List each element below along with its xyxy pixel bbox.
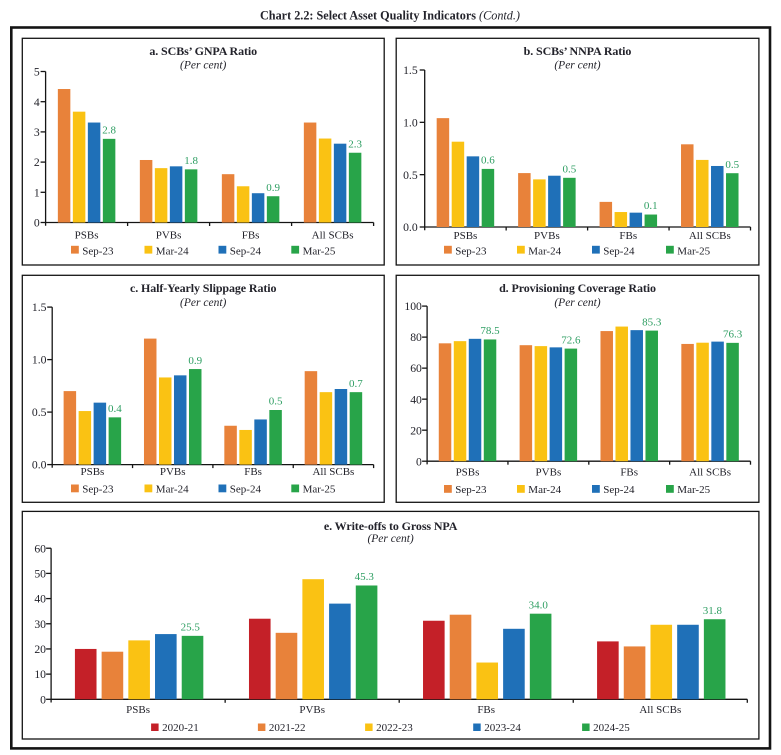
svg-text:0.5: 0.5 (563, 164, 577, 176)
svg-text:Sep-23: Sep-23 (455, 484, 487, 496)
svg-text:Chart 2.2: Select Asset Qualit: Chart 2.2: Select Asset Quality Indicato… (260, 8, 520, 22)
svg-text:78.5: 78.5 (480, 325, 500, 337)
svg-text:FBs: FBs (477, 704, 495, 716)
svg-text:2022-23: 2022-23 (376, 722, 413, 734)
svg-text:0.5: 0.5 (403, 169, 418, 182)
svg-text:Mar-24: Mar-24 (156, 483, 189, 495)
svg-text:2: 2 (34, 156, 40, 169)
svg-text:0.5: 0.5 (269, 396, 283, 408)
svg-text:60: 60 (410, 362, 422, 375)
svg-text:1: 1 (34, 186, 40, 199)
svg-text:Sep-23: Sep-23 (82, 245, 114, 257)
svg-text:0.6: 0.6 (481, 155, 495, 167)
svg-text:30: 30 (34, 618, 46, 631)
svg-text:31.8: 31.8 (703, 605, 723, 617)
svg-text:1.0: 1.0 (403, 116, 418, 129)
svg-text:0.0: 0.0 (32, 459, 47, 472)
svg-text:PVBs: PVBs (160, 466, 186, 478)
svg-text:All SCBs: All SCBs (689, 466, 731, 478)
svg-text:PSBs: PSBs (126, 704, 150, 716)
svg-text:PVBs: PVBs (299, 704, 325, 716)
svg-text:3: 3 (34, 126, 40, 139)
svg-text:(Per cent): (Per cent) (180, 297, 226, 309)
svg-text:0.5: 0.5 (32, 406, 47, 419)
svg-text:(Per cent): (Per cent) (367, 533, 413, 545)
svg-text:1.0: 1.0 (32, 354, 47, 367)
svg-text:PVBs: PVBs (534, 230, 560, 242)
svg-text:20: 20 (410, 424, 422, 437)
svg-text:1.5: 1.5 (32, 301, 47, 314)
svg-text:0.9: 0.9 (266, 182, 280, 194)
svg-text:10: 10 (34, 668, 46, 681)
svg-text:All SCBs: All SCBs (689, 230, 731, 242)
svg-text:d. Provisioning Coverage Ratio: d. Provisioning Coverage Ratio (499, 281, 656, 295)
svg-text:76.3: 76.3 (723, 329, 743, 341)
svg-text:Mar-25: Mar-25 (303, 483, 336, 495)
svg-text:PSBs: PSBs (456, 466, 480, 478)
svg-text:Sep-24: Sep-24 (603, 245, 635, 257)
svg-text:0.9: 0.9 (188, 355, 202, 367)
svg-text:0.1: 0.1 (644, 200, 658, 212)
svg-text:PSBs: PSBs (80, 466, 104, 478)
svg-text:1.8: 1.8 (184, 155, 198, 167)
svg-text:PSBs: PSBs (453, 230, 477, 242)
svg-text:Sep-24: Sep-24 (603, 484, 635, 496)
svg-text:b. SCBs’ NNPA Ratio: b. SCBs’ NNPA Ratio (524, 44, 632, 58)
svg-text:85.3: 85.3 (642, 316, 662, 328)
svg-text:0: 0 (416, 455, 422, 468)
svg-text:45.3: 45.3 (355, 571, 375, 583)
svg-text:Mar-24: Mar-24 (528, 484, 561, 496)
svg-text:All SCBs: All SCBs (312, 466, 354, 478)
svg-text:25.5: 25.5 (181, 622, 201, 634)
svg-text:FBs: FBs (244, 466, 262, 478)
svg-text:100: 100 (404, 300, 422, 313)
svg-text:0: 0 (40, 693, 46, 706)
svg-text:Sep-24: Sep-24 (230, 483, 262, 495)
svg-text:Mar-24: Mar-24 (528, 245, 561, 257)
svg-text:4: 4 (34, 96, 40, 109)
svg-text:5: 5 (34, 66, 40, 79)
svg-text:(Per cent): (Per cent) (554, 60, 600, 72)
svg-text:PVBs: PVBs (536, 466, 562, 478)
svg-text:20: 20 (34, 643, 46, 656)
svg-text:0.5: 0.5 (725, 159, 739, 171)
svg-text:80: 80 (410, 331, 422, 344)
svg-text:50: 50 (34, 568, 46, 581)
svg-text:2021-22: 2021-22 (269, 722, 306, 734)
svg-text:PVBs: PVBs (156, 230, 182, 242)
svg-text:34.0: 34.0 (529, 599, 549, 611)
svg-text:(Per cent): (Per cent) (554, 297, 600, 309)
svg-text:2020-21: 2020-21 (162, 722, 199, 734)
svg-text:a. SCBs’ GNPA Ratio: a. SCBs’ GNPA Ratio (149, 44, 257, 58)
svg-text:1.5: 1.5 (403, 64, 418, 77)
svg-text:All SCBs: All SCBs (639, 704, 681, 716)
svg-text:c. Half-Yearly Slippage Ratio: c. Half-Yearly Slippage Ratio (130, 281, 277, 295)
svg-text:0.0: 0.0 (403, 221, 418, 234)
svg-text:0.7: 0.7 (349, 378, 363, 390)
svg-text:72.6: 72.6 (561, 334, 581, 346)
svg-text:FBs: FBs (620, 466, 638, 478)
svg-text:Sep-23: Sep-23 (82, 483, 114, 495)
svg-text:40: 40 (34, 593, 46, 606)
svg-text:PSBs: PSBs (75, 230, 99, 242)
svg-text:All SCBs: All SCBs (312, 230, 354, 242)
svg-text:2.3: 2.3 (348, 138, 362, 150)
svg-text:Mar-24: Mar-24 (156, 245, 189, 257)
svg-text:(Per cent): (Per cent) (180, 60, 226, 72)
svg-text:Sep-24: Sep-24 (230, 245, 262, 257)
svg-text:2023-24: 2023-24 (484, 722, 521, 734)
svg-text:FBs: FBs (242, 230, 260, 242)
svg-text:Sep-23: Sep-23 (455, 245, 487, 257)
svg-text:0: 0 (34, 217, 40, 230)
svg-text:2.8: 2.8 (102, 125, 116, 137)
svg-text:FBs: FBs (619, 230, 637, 242)
svg-text:Mar-25: Mar-25 (303, 245, 336, 257)
svg-text:60: 60 (34, 542, 46, 555)
svg-text:40: 40 (410, 393, 422, 406)
svg-text:Mar-25: Mar-25 (677, 484, 710, 496)
svg-text:0.4: 0.4 (108, 403, 122, 415)
svg-text:2024-25: 2024-25 (593, 722, 630, 734)
svg-text:e. Write-offs to Gross NPA: e. Write-offs to Gross NPA (324, 519, 458, 533)
svg-text:Mar-25: Mar-25 (677, 245, 710, 257)
